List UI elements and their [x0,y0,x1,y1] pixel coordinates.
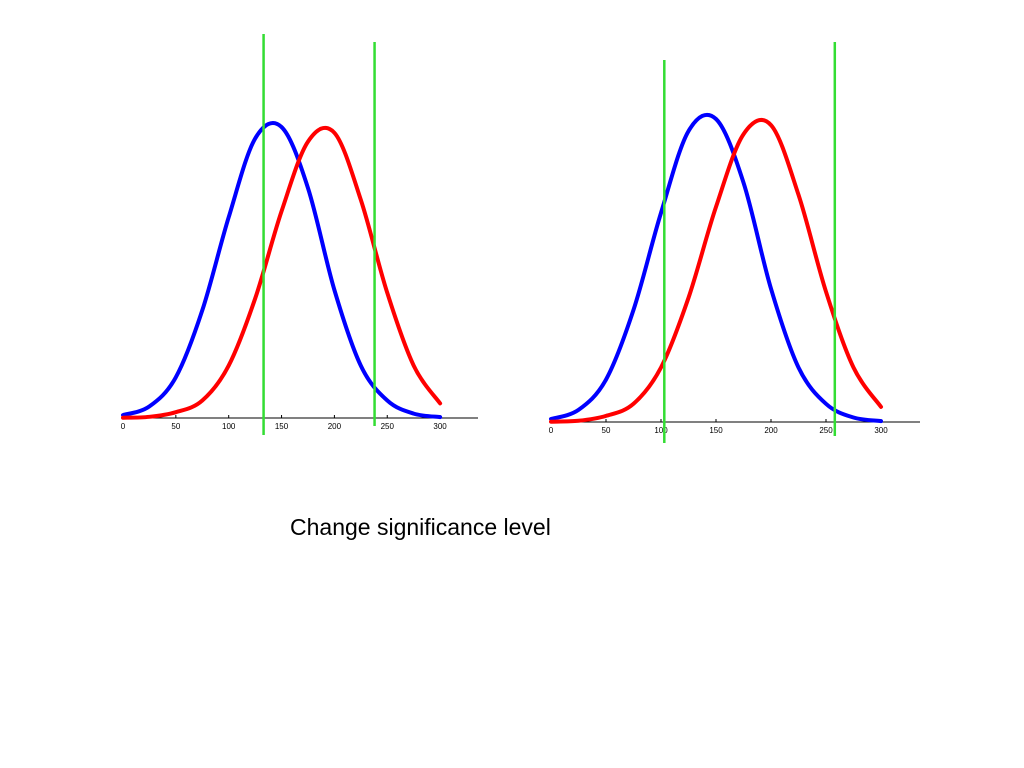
x-tick-label: 100 [222,422,236,431]
series-line-blue [549,112,883,424]
x-tick-label: 300 [874,426,888,435]
chart-2: 0 50 100 150 200 250 300 [549,42,920,443]
chart-1: 0 50 100 150 200 250 300 [121,34,478,435]
x-tick-label: 300 [433,422,447,431]
x-tick-label: 200 [328,422,342,431]
x-tick-label: 150 [275,422,289,431]
x-tick-label: 50 [602,426,611,435]
series-line-red [549,117,883,424]
x-tick-label: 50 [171,422,180,431]
series-line-blue [121,121,443,420]
x-tick-label: 0 [121,422,126,431]
x-tick-label: 100 [654,426,668,435]
x-tick-label: 250 [381,422,395,431]
x-tick-label: 250 [819,426,833,435]
x-tick-label: 200 [764,426,778,435]
series-line-red [121,125,443,420]
x-tick-label: 0 [549,426,554,435]
x-tick-label: 150 [709,426,723,435]
caption: Change significance level [290,514,551,540]
